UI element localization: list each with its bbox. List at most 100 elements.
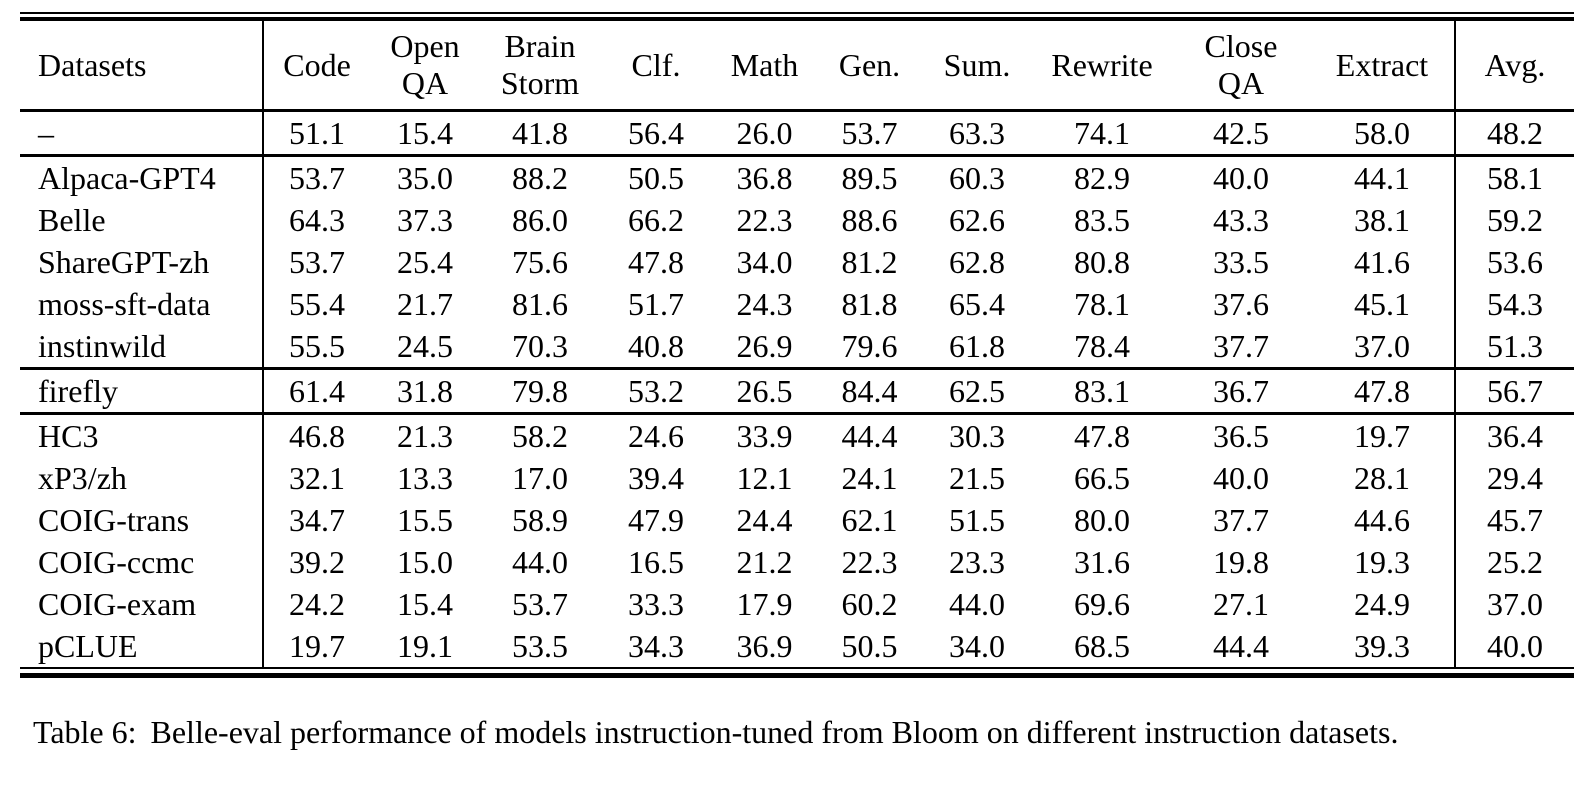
cell-extract: 38.1	[1354, 201, 1410, 238]
cell-brain_storm: 44.0	[512, 543, 568, 580]
cell-code: 51.1	[289, 114, 345, 151]
cell-sum: 62.6	[949, 201, 1005, 238]
cell-sum: 30.3	[949, 417, 1005, 454]
cell-open_qa: 13.3	[397, 459, 453, 496]
cell-dataset: –	[20, 110, 264, 156]
cell-extract: 37.0	[1354, 327, 1410, 364]
cell-gen: 88.6	[841, 201, 898, 238]
column-header-clf: Clf.	[631, 46, 681, 83]
table-row: moss-sft-data 55.4 21.7 81.6 51.7 24.3 81.8 65.…	[20, 283, 1574, 325]
row-group-group-2: firefly 61.4 31.8 79.8 53.2 26.5 84.4 62.5 83.1 3…	[20, 368, 1574, 414]
cell-code: 32.1	[289, 459, 345, 496]
cell-sum: 34.0	[949, 627, 1005, 664]
cell-extract: 24.9	[1354, 585, 1410, 622]
cell-code: 53.7	[289, 243, 345, 280]
cell-avg: 53.6	[1454, 241, 1574, 283]
table-caption-text: Belle-eval performance of models instruc…	[150, 714, 1399, 750]
cell-code: 55.4	[289, 285, 345, 322]
cell-rewrite: 78.1	[1074, 285, 1130, 322]
cell-dataset: ShareGPT-zh	[20, 241, 264, 283]
cell-code: 61.4	[289, 372, 345, 409]
cell-gen: 79.6	[841, 327, 898, 364]
cell-math: 26.5	[736, 372, 793, 409]
cell-avg: 37.0	[1454, 583, 1574, 625]
cell-close_qa: 37.7	[1213, 501, 1269, 538]
column-header-math: Math	[730, 46, 799, 83]
cell-close_qa: 33.5	[1213, 243, 1269, 280]
cell-gen: 81.2	[841, 243, 898, 280]
cell-open_qa: 25.4	[397, 243, 453, 280]
cell-close_qa: 27.1	[1213, 585, 1269, 622]
cell-code: 64.3	[289, 201, 345, 238]
cell-rewrite: 83.1	[1074, 372, 1130, 409]
cell-open_qa: 21.7	[397, 285, 453, 322]
cell-math: 17.9	[736, 585, 793, 622]
cell-extract: 19.7	[1354, 417, 1410, 454]
cell-math: 24.3	[736, 285, 793, 322]
cell-extract: 44.1	[1354, 159, 1410, 196]
cell-gen: 50.5	[841, 627, 898, 664]
cell-brain_storm: 58.2	[512, 417, 568, 454]
cell-open_qa: 15.5	[397, 501, 453, 538]
cell-gen: 44.4	[841, 417, 898, 454]
table-row: COIG-ccmc 39.2 15.0 44.0 16.5 21.2 22.3 23.3 31.…	[20, 541, 1574, 583]
cell-brain_storm: 75.6	[512, 243, 568, 280]
cell-close_qa: 37.7	[1213, 327, 1269, 364]
cell-brain_storm: 88.2	[512, 159, 568, 196]
cell-brain_storm: 86.0	[512, 201, 568, 238]
table-row: firefly 61.4 31.8 79.8 53.2 26.5 84.4 62.5 83.1 3…	[20, 368, 1574, 414]
cell-rewrite: 47.8	[1074, 417, 1130, 454]
cell-brain_storm: 41.8	[512, 114, 568, 151]
cell-dataset: Belle	[20, 199, 264, 241]
cell-math: 36.8	[736, 159, 793, 196]
cell-dataset: instinwild	[20, 325, 264, 369]
cell-clf: 47.9	[628, 501, 684, 538]
cell-clf: 39.4	[628, 459, 684, 496]
cell-avg: 59.2	[1454, 199, 1574, 241]
cell-sum: 23.3	[949, 543, 1005, 580]
column-header-close_qa: Close QA	[1204, 28, 1278, 101]
cell-clf: 33.3	[628, 585, 684, 622]
cell-brain_storm: 53.7	[512, 585, 568, 622]
table-row: HC3 46.8 21.3 58.2 24.6 33.9 44.4 30.3 47.8 36.5 1…	[20, 413, 1574, 457]
cell-avg: 36.4	[1454, 413, 1574, 457]
cell-dataset: xP3/zh	[20, 457, 264, 499]
column-header-open_qa: Open QA	[390, 28, 460, 101]
cell-sum: 62.5	[949, 372, 1005, 409]
cell-open_qa: 19.1	[397, 627, 453, 664]
cell-close_qa: 37.6	[1213, 285, 1269, 322]
column-header-brain_storm: Brain Storm	[500, 28, 580, 101]
cell-extract: 45.1	[1354, 285, 1410, 322]
cell-math: 33.9	[736, 417, 793, 454]
cell-open_qa: 21.3	[397, 417, 453, 454]
table-row: ShareGPT-zh 53.7 25.4 75.6 47.8 34.0 81.2 62.8 8…	[20, 241, 1574, 283]
cell-gen: 84.4	[841, 372, 898, 409]
cell-avg: 54.3	[1454, 283, 1574, 325]
cell-rewrite: 83.5	[1074, 201, 1130, 238]
cell-sum: 51.5	[949, 501, 1005, 538]
cell-code: 55.5	[289, 327, 345, 364]
cell-gen: 81.8	[841, 285, 898, 322]
cell-sum: 65.4	[949, 285, 1005, 322]
cell-avg: 45.7	[1454, 499, 1574, 541]
cell-clf: 47.8	[628, 243, 684, 280]
cell-open_qa: 15.4	[397, 114, 453, 151]
cell-clf: 40.8	[628, 327, 684, 364]
cell-clf: 50.5	[628, 159, 684, 196]
table-caption-label: Table 6:	[33, 714, 137, 750]
row-group-group-3: HC3 46.8 21.3 58.2 24.6 33.9 44.4 30.3 47.8 36.5 1…	[20, 413, 1574, 667]
cell-gen: 24.1	[841, 459, 898, 496]
cell-clf: 24.6	[628, 417, 684, 454]
table-row: COIG-trans 34.7 15.5 58.9 47.9 24.4 62.1 51.5 80…	[20, 499, 1574, 541]
cell-code: 46.8	[289, 417, 345, 454]
cell-avg: 40.0	[1454, 625, 1574, 667]
cell-close_qa: 36.5	[1213, 417, 1269, 454]
cell-math: 36.9	[736, 627, 793, 664]
cell-extract: 44.6	[1354, 501, 1410, 538]
table-caption: Table 6: Belle-eval performance of models…	[20, 714, 1574, 751]
cell-brain_storm: 53.5	[512, 627, 568, 664]
table-6: Datasets Code Open QA Brain Storm Clf. Math Ge…	[20, 12, 1574, 678]
cell-sum: 62.8	[949, 243, 1005, 280]
cell-rewrite: 66.5	[1074, 459, 1130, 496]
cell-open_qa: 35.0	[397, 159, 453, 196]
